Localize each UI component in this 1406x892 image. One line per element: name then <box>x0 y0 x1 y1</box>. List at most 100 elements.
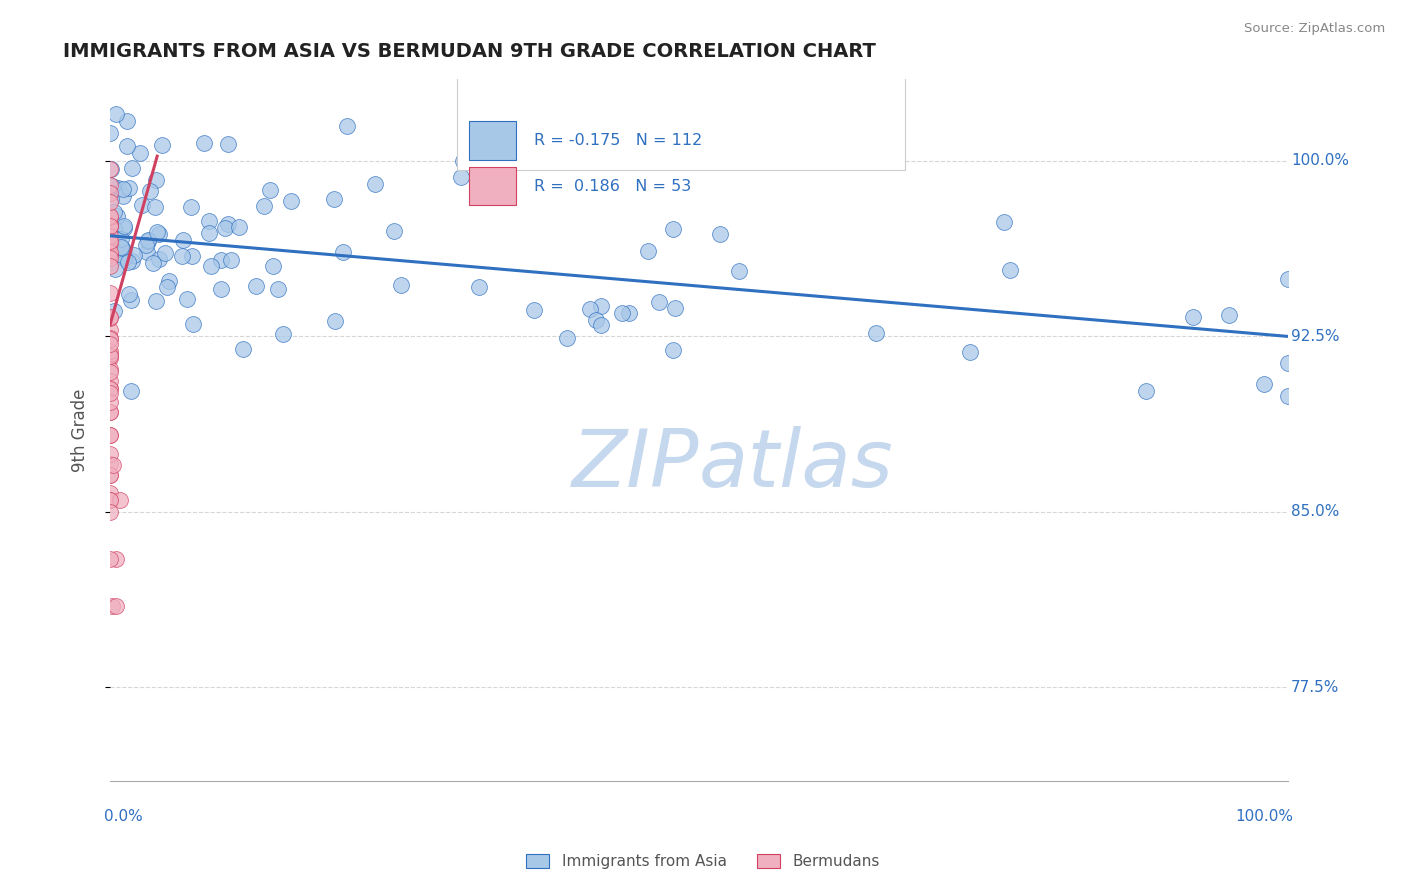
Point <box>103 304 125 318</box>
Text: 77.5%: 77.5% <box>1291 680 1340 695</box>
Text: 100.0%: 100.0% <box>1236 809 1294 824</box>
Text: 0.0%: 0.0% <box>104 809 143 824</box>
Point <box>98 217 121 231</box>
Point <box>98 259 121 273</box>
Point <box>136 233 159 247</box>
Point <box>98 343 121 358</box>
Point <box>198 226 221 240</box>
Point <box>98 310 121 325</box>
Point <box>170 248 193 262</box>
Point <box>145 225 167 239</box>
Point <box>217 136 239 151</box>
Point <box>101 179 124 194</box>
Point <box>145 173 167 187</box>
Point <box>100 254 122 268</box>
Point <box>98 331 121 345</box>
Point <box>111 189 134 203</box>
Point <box>98 236 121 251</box>
Point <box>98 486 121 500</box>
Point <box>98 428 121 442</box>
Point <box>728 263 751 277</box>
Point <box>111 241 134 255</box>
Point <box>98 219 121 233</box>
Point <box>389 278 412 293</box>
Point <box>959 344 981 359</box>
Point <box>100 162 122 177</box>
Point <box>181 249 204 263</box>
Point <box>1135 384 1157 399</box>
Point <box>98 323 121 337</box>
Point <box>98 493 121 508</box>
Point <box>1277 389 1299 403</box>
Point <box>98 428 121 442</box>
Point <box>98 405 121 419</box>
Point <box>98 229 121 244</box>
Point <box>610 306 633 320</box>
Point <box>98 349 121 363</box>
Point <box>98 285 121 300</box>
Point <box>865 326 887 340</box>
Point <box>105 231 128 245</box>
Point <box>112 251 135 265</box>
Text: 100.0%: 100.0% <box>1291 153 1350 169</box>
Point <box>252 199 274 213</box>
Point <box>150 137 173 152</box>
Point <box>98 245 121 260</box>
Point <box>98 347 121 361</box>
Point <box>1277 356 1299 370</box>
Point <box>98 492 121 507</box>
Point <box>142 256 165 270</box>
Text: ZIP: ZIP <box>571 426 699 504</box>
Point <box>112 244 135 258</box>
Point <box>998 262 1021 277</box>
Point <box>98 362 121 376</box>
Point <box>1182 310 1205 324</box>
FancyBboxPatch shape <box>457 62 905 170</box>
Point <box>523 302 546 317</box>
Point <box>110 232 132 246</box>
Point <box>382 224 405 238</box>
Point <box>98 126 121 140</box>
Point <box>155 246 177 260</box>
Point <box>110 240 132 254</box>
Point <box>143 200 166 214</box>
Point <box>98 382 121 396</box>
Point <box>115 114 138 128</box>
Point <box>103 204 125 219</box>
Point <box>98 468 121 483</box>
Point <box>176 292 198 306</box>
Point <box>98 447 121 461</box>
Point <box>112 221 135 235</box>
Point <box>148 227 170 241</box>
Point <box>104 262 127 277</box>
Point <box>98 251 121 265</box>
Point <box>100 599 122 613</box>
Point <box>121 254 143 268</box>
Point <box>259 183 281 197</box>
Point <box>98 467 121 482</box>
Point <box>98 178 121 192</box>
Point <box>214 221 236 235</box>
Point <box>172 234 194 248</box>
Point <box>98 210 121 224</box>
Point <box>323 192 346 206</box>
Point <box>364 178 387 192</box>
Point <box>120 384 142 398</box>
Point <box>107 181 129 195</box>
Point <box>709 227 731 241</box>
Point <box>245 279 267 293</box>
Point <box>157 274 180 288</box>
Point <box>267 282 290 296</box>
Point <box>156 280 179 294</box>
Point <box>145 294 167 309</box>
Text: IMMIGRANTS FROM ASIA VS BERMUDAN 9TH GRADE CORRELATION CHART: IMMIGRANTS FROM ASIA VS BERMUDAN 9TH GRA… <box>63 42 876 61</box>
Point <box>262 259 284 273</box>
FancyBboxPatch shape <box>470 167 516 205</box>
Point <box>200 259 222 273</box>
Point <box>993 215 1015 229</box>
Point <box>101 458 124 472</box>
Point <box>591 318 613 332</box>
Point <box>585 313 607 327</box>
Point <box>1218 308 1240 322</box>
Point <box>98 219 121 233</box>
